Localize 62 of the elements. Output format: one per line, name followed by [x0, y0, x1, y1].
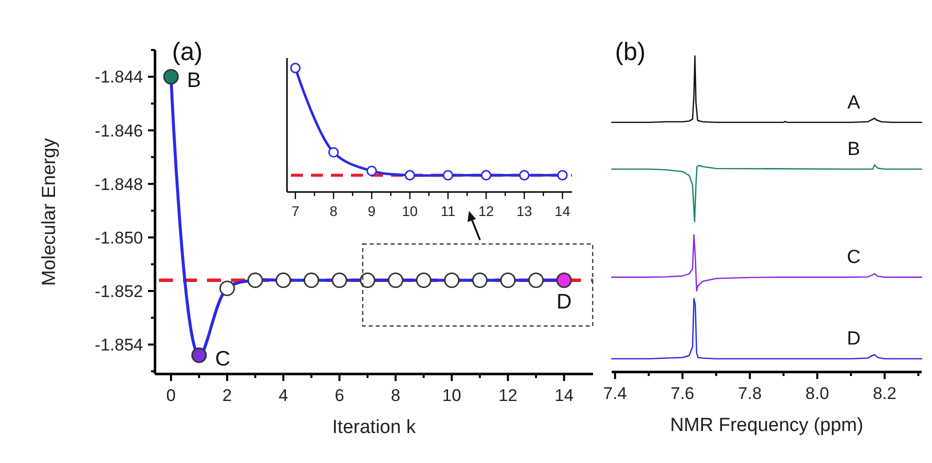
x-tick-label: 7.8 [738, 384, 762, 403]
point [332, 272, 348, 288]
point [404, 170, 416, 181]
x-tick-label: 7 [291, 203, 300, 219]
point [276, 272, 292, 288]
point [472, 272, 488, 288]
point [444, 272, 460, 288]
x-axis-title: Iteration k [332, 417, 416, 438]
x-tick-label: 8 [330, 203, 338, 219]
point [219, 280, 235, 296]
annotation: (b) [615, 38, 646, 66]
x-tick-label: 6 [334, 386, 344, 405]
annotation: B [187, 68, 202, 92]
annotation: (a) [172, 38, 203, 66]
point [556, 272, 572, 288]
point [519, 170, 530, 181]
x-tick-label: 12 [498, 386, 518, 405]
point [557, 170, 568, 181]
x-tick-label: 9 [368, 203, 376, 219]
x-tick-label: 0 [166, 386, 176, 405]
point [416, 272, 432, 288]
x-tick-label: 10 [402, 203, 418, 219]
x-tick-label: 12 [478, 203, 494, 219]
x-tick-label: 8.2 [872, 384, 896, 403]
point [500, 272, 516, 288]
x-tick-label: 4 [278, 386, 288, 405]
x-tick-label: 11 [440, 203, 456, 219]
series-label: A [847, 92, 860, 114]
y-tick-label: -1.852 [94, 282, 143, 301]
point [191, 348, 207, 364]
point [163, 69, 179, 85]
series-label: B [847, 139, 860, 160]
point [388, 272, 404, 288]
point [366, 166, 377, 176]
x-tick-label: 14 [554, 386, 574, 405]
point [528, 272, 544, 288]
annotation: D [556, 290, 572, 314]
y-tick-label: -1.846 [94, 121, 143, 140]
series-label: C [846, 247, 861, 268]
y-tick-label: -1.844 [94, 68, 143, 87]
x-tick-label: 7.4 [603, 384, 627, 403]
y-tick-label: -1.854 [94, 335, 143, 354]
point [290, 62, 301, 74]
x-tick-label: 14 [554, 203, 570, 219]
annotation: C [215, 347, 230, 370]
x-tick-label: 8.0 [805, 384, 830, 403]
y-axis-title: Molecular Energy [39, 138, 60, 286]
x-tick-label: 2 [222, 386, 232, 405]
point [360, 272, 376, 288]
point [328, 147, 339, 158]
x-axis-title: NMR Frequency (ppm) [670, 415, 864, 436]
x-tick-label: 13 [516, 203, 532, 219]
point [304, 272, 320, 288]
x-tick-label: 7.6 [670, 384, 694, 403]
y-tick-label: -1.850 [94, 228, 143, 248]
point [247, 272, 263, 288]
point [442, 170, 454, 181]
x-tick-label: 10 [442, 386, 462, 405]
series-label: D [846, 328, 861, 350]
x-tick-label: 8 [390, 386, 400, 405]
y-tick-label: -1.848 [94, 174, 143, 194]
point [480, 170, 492, 181]
